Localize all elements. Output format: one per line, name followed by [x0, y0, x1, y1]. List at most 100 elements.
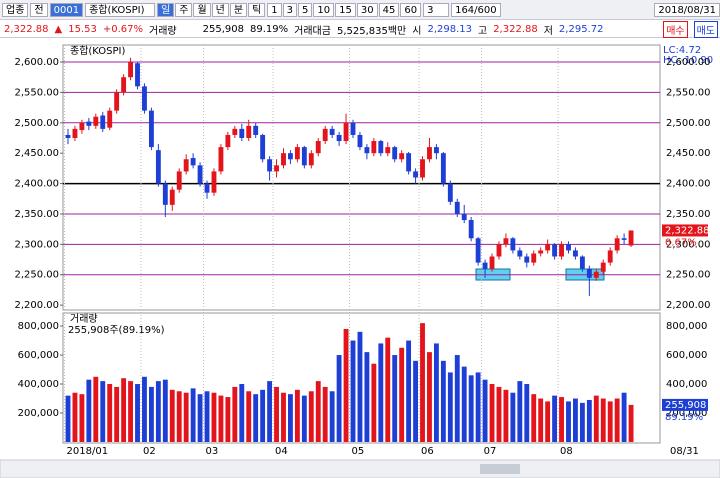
candle-body [461, 213, 467, 221]
candle-body [378, 141, 384, 154]
period-button[interactable]: 일 [157, 2, 175, 17]
volume-bar [65, 395, 71, 442]
volume-bar [593, 395, 599, 442]
scrollbar[interactable] [0, 459, 720, 478]
y2-tick-label: 2,550.00 [666, 87, 711, 98]
volume-bar [315, 381, 321, 442]
open-label: 시 [412, 25, 422, 37]
last-date: 08/31 [670, 446, 699, 457]
candle-body [315, 141, 321, 154]
low: 2,295.72 [558, 23, 604, 35]
interval-button[interactable]: 10 [313, 2, 335, 17]
price: 2,322.88 [4, 23, 49, 35]
candle-body [496, 244, 502, 257]
interval-button[interactable]: 15 [335, 2, 356, 17]
volume-bar [378, 343, 384, 442]
candle-body [218, 147, 224, 172]
price-title: 종합(KOSPI) [70, 45, 126, 57]
candle-body [350, 122, 356, 135]
volume-bar [288, 394, 293, 442]
ratio-label: 89.19% [665, 412, 703, 423]
interval-button[interactable]: 1 [267, 2, 282, 17]
x-tick-label: 06 [421, 446, 434, 457]
volume-bar [308, 391, 314, 442]
volume-bar [489, 384, 495, 442]
volume-bar [440, 360, 446, 442]
y2-tick-label: 2,400.00 [666, 179, 711, 190]
buy-button[interactable]: 매수 [663, 20, 688, 38]
volume-bar [503, 389, 509, 442]
amount: 5,525,835백만 [336, 25, 407, 37]
x-tick-label: 08 [560, 446, 573, 457]
y-tick-label: 2,250.00 [14, 270, 59, 281]
mode-select[interactable]: 전 [30, 2, 48, 17]
y2-tick-label: 2,600.00 [666, 57, 711, 68]
intervals: 1 3 5 10 15 30 45 60 [267, 2, 422, 17]
volume-bar [399, 347, 405, 442]
volume-bar [420, 323, 425, 442]
period-button[interactable]: 년 [211, 2, 229, 17]
interval-button[interactable]: 45 [378, 2, 400, 17]
y2-tick-label: 600,000 [666, 350, 707, 361]
volume-bar [253, 394, 259, 442]
last-price-label: 2,322.88 [665, 225, 710, 236]
period-button[interactable]: 분 [229, 2, 248, 17]
candle-body [357, 134, 363, 148]
interval-button[interactable]: 3 [282, 2, 298, 17]
candle-body [190, 158, 196, 166]
date-input[interactable]: 2018/08/31 [654, 2, 720, 17]
candle-body [93, 116, 99, 126]
y-tick-label: 2,600.00 [14, 57, 59, 68]
y-tick-label: 400,000 [18, 379, 59, 390]
y2-tick-label: 2,300.00 [666, 239, 711, 250]
candle-body [65, 134, 71, 138]
period-button[interactable]: 월 [193, 2, 211, 17]
period-button[interactable]: 틱 [248, 2, 266, 17]
candle-body [169, 189, 175, 205]
open: 2,298.13 [427, 23, 472, 35]
candle-body [399, 153, 405, 160]
volume-bar [586, 399, 592, 442]
scroll-thumb[interactable] [480, 464, 520, 474]
last-price-box [662, 224, 708, 237]
interval-select[interactable]: 3 [423, 2, 450, 17]
volume-bar [461, 366, 467, 442]
x-tick-label: 07 [484, 446, 497, 457]
amount-label: 거래대금 [294, 25, 331, 37]
volume-bar [260, 389, 266, 442]
x-tick-label: 04 [275, 446, 288, 457]
volume-bar [239, 384, 245, 442]
volume-bar [357, 331, 363, 442]
index-name: 종합(KOSPI) [85, 2, 156, 17]
last-volume-label: 255,908 [665, 400, 706, 411]
interval-button[interactable]: 5 [298, 2, 313, 17]
sell-button[interactable]: 매도 [693, 20, 718, 38]
volume-bar [545, 401, 551, 442]
interval-button[interactable]: 60 [400, 2, 422, 17]
hc-label: HC:-10.90 [663, 55, 713, 66]
market-select[interactable]: 업종 [2, 2, 29, 17]
candle-body [524, 256, 530, 263]
y-tick-label: 200,000 [18, 408, 59, 419]
y2-tick-label: 200,000 [666, 408, 707, 419]
volume-bar [72, 392, 78, 442]
volume-bar [531, 394, 537, 442]
y2-tick-label: 2,450.00 [666, 148, 711, 159]
code-input[interactable]: 0001 [49, 2, 84, 17]
candle-body [482, 262, 488, 269]
candle-body [322, 128, 328, 142]
candle-body [197, 165, 203, 184]
period-button[interactable]: 주 [175, 2, 193, 17]
interval-button[interactable]: 30 [356, 2, 378, 17]
x-tick-label: 05 [352, 446, 365, 457]
candle-body [586, 268, 592, 278]
volume-bar [447, 372, 453, 442]
candle-body [239, 128, 245, 138]
candle-body [420, 159, 425, 178]
candle-body [621, 238, 627, 240]
change: 15.53 [68, 23, 97, 35]
candle-body [281, 153, 286, 166]
